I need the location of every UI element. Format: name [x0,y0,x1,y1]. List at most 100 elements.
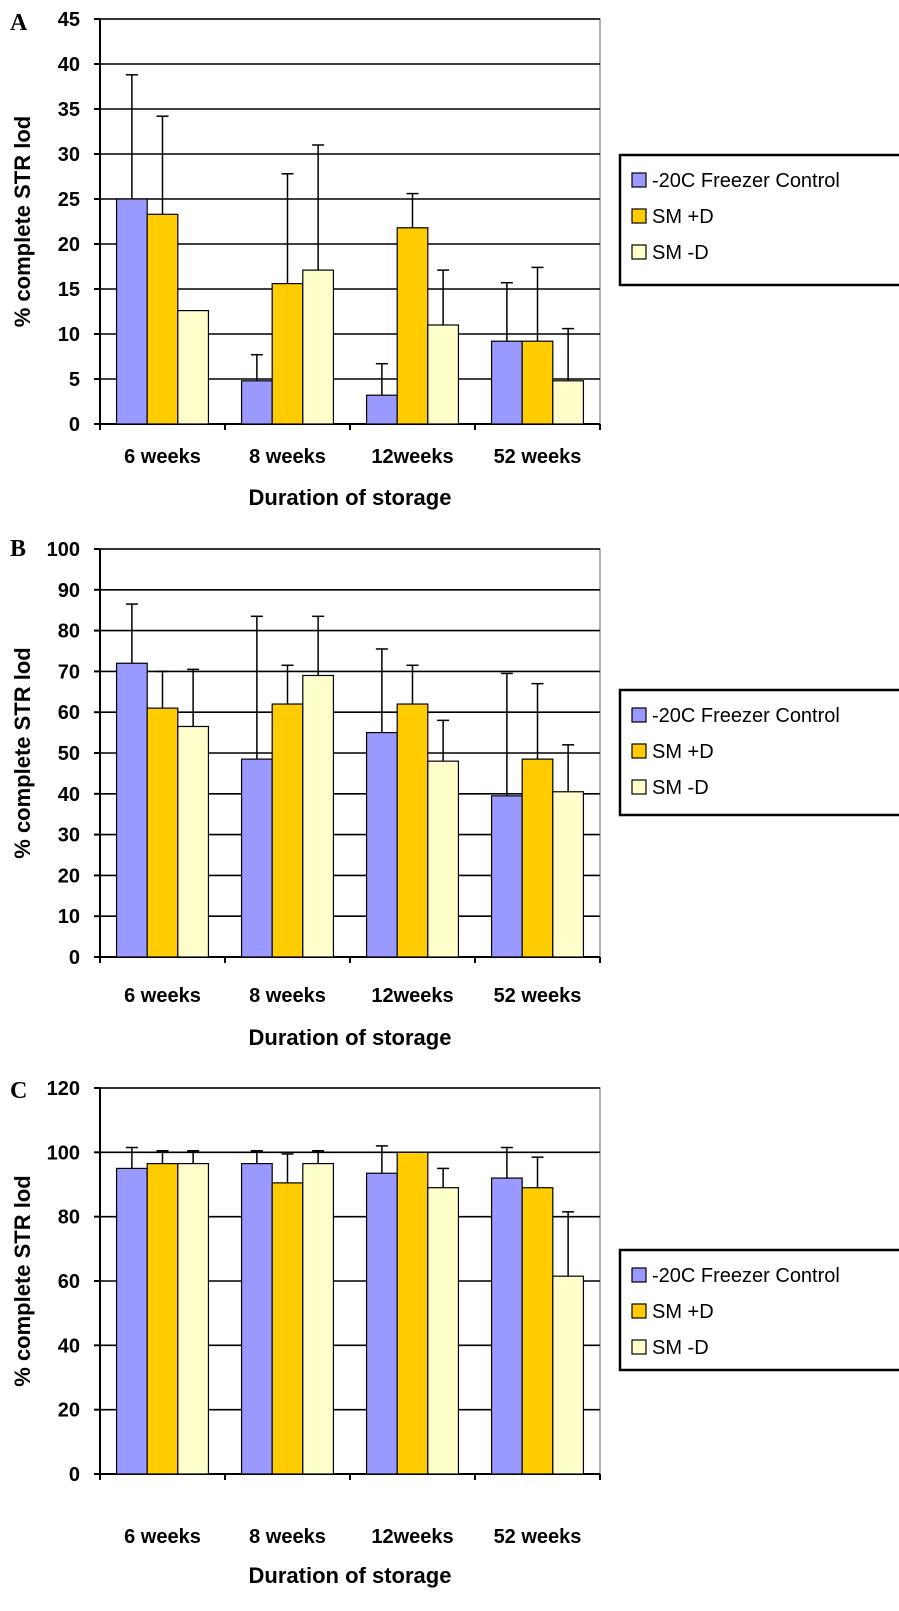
x-tick-label: 8 weeks [249,446,326,468]
x-axis-title: Duration of storage [249,485,452,510]
y-tick-label: 40 [58,784,80,806]
bar-a-s1-c2 [397,228,428,424]
bar-c-s2-c3 [553,1276,584,1474]
bar-b-s0-c1 [242,759,273,957]
y-tick-label: 100 [47,1142,80,1164]
y-tick-label: 5 [69,369,80,391]
x-tick-label: 12weeks [371,446,453,468]
x-tick-label: 52 weeks [494,985,582,1007]
bar-b-s1-c3 [522,759,553,957]
bar-b-s2-c3 [553,792,584,957]
legend-entry: SM -D [652,1337,709,1359]
bar-c-s2-c2 [428,1188,459,1474]
legend-swatch [632,209,646,223]
y-tick-label: 10 [58,324,80,346]
bar-c-s1-c3 [522,1188,553,1474]
y-tick-label: 30 [58,825,80,847]
bar-c-s0-c0 [117,1168,148,1474]
legend-swatch [632,173,646,187]
bar-b-s0-c2 [367,733,398,957]
legend-entry: SM +D [652,741,714,763]
x-tick-label: 6 weeks [124,446,201,468]
y-tick-label: 40 [58,1335,80,1357]
x-axis-title: Duration of storage [249,1563,452,1588]
bar-c-s1-c1 [272,1183,303,1474]
y-tick-label: 25 [58,189,80,211]
bar-c-s0-c3 [492,1178,523,1474]
y-tick-label: 60 [58,702,80,724]
bar-c-s0-c1 [242,1164,273,1474]
bar-a-s1-c3 [522,341,553,424]
bar-c-s2-c1 [303,1164,334,1474]
bar-c-s1-c0 [147,1164,178,1474]
legend-entry: SM -D [652,777,709,799]
bar-a-s2-c1 [303,270,334,424]
legend: -20C Freezer Control SM +D SM -D [620,155,899,285]
y-tick-label: 50 [58,743,80,765]
x-tick-label: 8 weeks [249,1526,326,1548]
y-tick-label: 20 [58,234,80,256]
y-tick-label: 120 [47,1078,80,1100]
legend-swatch [632,1340,646,1354]
y-tick-label: 90 [58,580,80,602]
bar-c-s2-c0 [178,1164,209,1474]
y-tick-label: 30 [58,144,80,166]
legend-entry: SM -D [652,242,709,264]
legend: -20C Freezer Control SM +D SM -D [620,1250,899,1370]
y-tick-label: 45 [58,9,80,31]
legend-swatch [632,780,646,794]
x-tick-label: 6 weeks [124,1526,201,1548]
bar-a-s0-c0 [117,199,148,424]
bar-b-s0-c0 [117,663,148,957]
y-tick-label: 70 [58,661,80,683]
bar-c-s0-c2 [367,1173,398,1474]
x-tick-label: 12weeks [371,985,453,1007]
legend-entry: -20C Freezer Control [652,170,840,192]
x-tick-label: 8 weeks [249,985,326,1007]
panel-label: B [10,536,26,562]
bar-b-s1-c1 [272,704,303,957]
x-tick-label: 52 weeks [494,446,582,468]
y-tick-label: 60 [58,1271,80,1293]
y-axis-title: % complete STR lod [10,1175,35,1386]
bar-a-s1-c1 [272,284,303,424]
bar-a-s2-c3 [553,381,584,424]
y-tick-label: 80 [58,1207,80,1229]
chart-panel-b: 0 10 20 30 40 50 60 70 80 90 100 6 weeks 8 weeks 12we… [10,536,899,1050]
y-tick-label: 0 [69,947,80,969]
bar-b-s2-c0 [178,726,209,957]
bar-a-s0-c3 [492,341,523,424]
x-tick-label: 12weeks [371,1526,453,1548]
x-tick-label: 52 weeks [494,1526,582,1548]
bar-a-s0-c2 [367,395,398,424]
legend-swatch [632,245,646,259]
y-tick-label: 10 [58,906,80,928]
bar-a-s2-c0 [178,311,209,424]
x-tick-label: 6 weeks [124,985,201,1007]
bar-b-s2-c1 [303,675,334,957]
bar-a-s1-c0 [147,214,178,424]
legend-swatch [632,708,646,722]
legend: -20C Freezer Control SM +D SM -D [620,690,899,815]
x-axis-title: Duration of storage [249,1025,452,1050]
bar-a-s0-c1 [242,381,273,424]
chart-panel-a: 0 5 10 15 20 25 30 35 40 45 6 weeks 8 weeks 12weeks 5… [10,9,899,510]
y-tick-label: 40 [58,54,80,76]
y-axis-title: % complete STR lod [10,116,35,327]
bar-b-s1-c0 [147,708,178,957]
legend-entry: -20C Freezer Control [652,705,840,727]
y-tick-label: 20 [58,865,80,887]
legend-entry: SM +D [652,206,714,228]
panel-label: C [10,1078,27,1104]
panel-label: A [10,10,28,36]
bar-b-s1-c2 [397,704,428,957]
y-tick-label: 0 [69,414,80,436]
y-axis-title: % complete STR lod [10,647,35,858]
y-tick-label: 15 [58,279,80,301]
y-tick-label: 100 [47,539,80,561]
legend-swatch [632,1304,646,1318]
bar-b-s0-c3 [492,796,523,957]
chart-panel-c: 0204060801001206 weeks 8 weeks 12weeks 52 w… [10,1078,899,1588]
legend-entry: -20C Freezer Control [652,1265,840,1287]
